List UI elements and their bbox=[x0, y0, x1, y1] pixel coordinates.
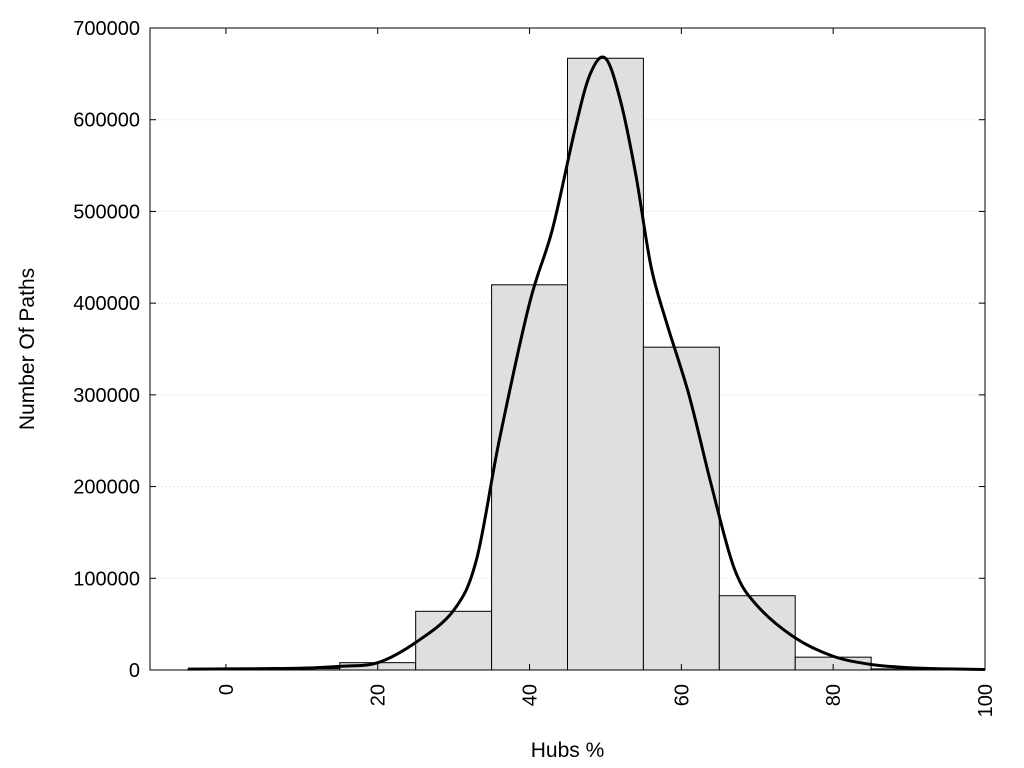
y-tick-label: 700000 bbox=[73, 18, 140, 40]
y-tick-label: 500000 bbox=[73, 201, 140, 223]
y-tick-label: 300000 bbox=[73, 385, 140, 407]
axis-ticks: 0 100000 200000 300000 400000 500000 600000 700… bbox=[73, 18, 997, 717]
x-tick-label: 20 bbox=[368, 684, 390, 706]
histogram-bar bbox=[642, 346, 720, 671]
x-tick-label: 40 bbox=[520, 684, 542, 706]
y-tick-label: 600000 bbox=[73, 110, 140, 132]
plot-frame bbox=[149, 27, 986, 671]
x-axis-label: Hubs % bbox=[531, 739, 605, 762]
histogram-bar bbox=[415, 610, 493, 671]
y-tick-label: 100000 bbox=[73, 568, 140, 590]
histogram-bar bbox=[491, 284, 568, 671]
y-axis-label: Number Of Paths bbox=[16, 268, 39, 430]
histogram-bar bbox=[567, 57, 644, 671]
x-tick-label: 0 bbox=[216, 684, 238, 695]
y-tick-label: 400000 bbox=[73, 293, 140, 315]
x-tick-label: 80 bbox=[823, 684, 845, 706]
x-tick-label: 60 bbox=[671, 684, 693, 706]
y-tick-label: 0 bbox=[129, 660, 140, 682]
y-tick-label: 200000 bbox=[73, 477, 140, 499]
histogram-bars bbox=[187, 57, 948, 671]
density-curve-line bbox=[187, 55, 986, 672]
density-curve bbox=[187, 55, 986, 672]
x-tick-label: 100 bbox=[975, 684, 997, 717]
